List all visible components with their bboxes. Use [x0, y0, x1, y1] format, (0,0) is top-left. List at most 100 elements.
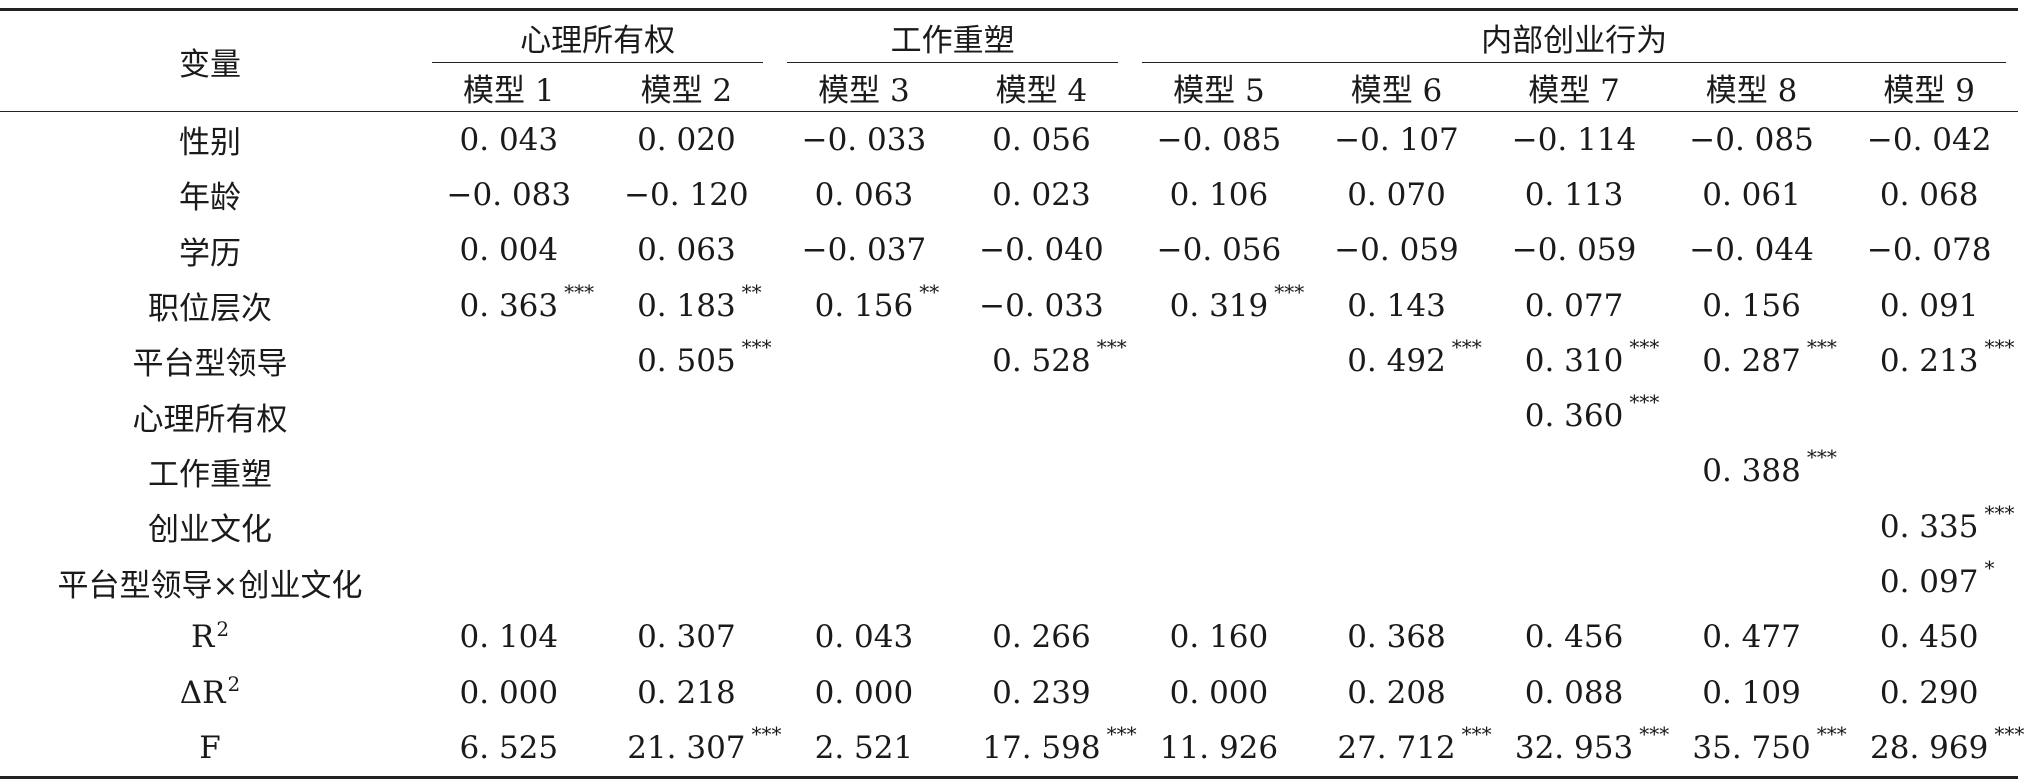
- table-cell: 0. 070: [1308, 167, 1486, 222]
- table-cell: −0. 042: [1840, 112, 2018, 168]
- model-header-7: 模型 7: [1528, 72, 1620, 109]
- coefficient-value: 21. 307 ***: [627, 722, 781, 766]
- coefficient-number: 0. 528: [992, 342, 1091, 379]
- model-header-8: 模型 8: [1705, 72, 1798, 109]
- table-cell: 2. 521: [775, 720, 953, 777]
- coefficient-value: 0. 287 ***: [1702, 335, 1837, 379]
- significance-stars: ***: [1806, 445, 1837, 470]
- row-label-text: 学历: [179, 235, 242, 272]
- table-cell: −0. 114: [1485, 112, 1663, 168]
- table-cell: 0. 104: [420, 610, 598, 665]
- coefficient-number: 21. 307: [627, 729, 746, 766]
- coefficient-value: 0. 310 ***: [1525, 335, 1660, 379]
- model-header-4: 模型 4: [995, 72, 1088, 109]
- table-cell: 0. 109: [1663, 665, 1841, 720]
- coefficient-number: −0. 085: [1689, 121, 1814, 158]
- coefficient-value: 0. 213 ***: [1880, 335, 2015, 379]
- table-cell: 0. 113: [1485, 167, 1663, 222]
- table-cell: [953, 554, 1131, 609]
- table-cell: [420, 444, 598, 499]
- table-cell: 0. 004: [420, 223, 598, 278]
- coefficient-value: 0. 000: [460, 675, 559, 711]
- row-label: 平台型领导: [0, 333, 420, 388]
- significance-stars: ***: [1639, 721, 1670, 746]
- table-cell: [420, 388, 598, 443]
- table-cell: [1485, 499, 1663, 554]
- coefficient-number: 0. 088: [1524, 674, 1624, 711]
- table-cell: −0. 059: [1308, 223, 1486, 278]
- table-body: 性别 0. 043 0. 020 −0. 033 0. 056 −0. 085 −0. 10…: [0, 112, 2024, 778]
- table-cell: [598, 554, 776, 609]
- table-cell: [1308, 444, 1486, 499]
- row-label-text: R: [191, 619, 215, 656]
- table-cell: 0. 043: [775, 610, 953, 665]
- table-cell: [1130, 554, 1308, 609]
- coefficient-value: −0. 114: [1512, 122, 1637, 158]
- table-cell: 0. 266: [953, 610, 1131, 665]
- table-cell: [1308, 388, 1486, 443]
- table-cell: [953, 444, 1131, 499]
- row-label-text: 工作重塑: [148, 456, 273, 493]
- table-cell: 0. 156: [1663, 278, 1841, 333]
- table-cell: 6. 525: [420, 720, 598, 777]
- coefficient-number: 0. 368: [1347, 619, 1446, 656]
- coefficient-number: 0. 077: [1524, 287, 1624, 324]
- row-label: F: [0, 720, 420, 777]
- significance-stars: ***: [1806, 334, 1837, 359]
- coefficient-number: −0. 083: [446, 176, 572, 213]
- coefficient-value: 0. 043: [460, 122, 559, 158]
- coefficient-value: 0. 023: [992, 177, 1091, 213]
- coefficient-value: 0. 113: [1525, 177, 1624, 213]
- coefficient-number: 0. 290: [1879, 674, 1979, 711]
- table-cell: 0. 287 ***: [1663, 333, 1841, 388]
- table-row: 平台型领导×创业文化 0. 097 *: [0, 554, 2018, 609]
- table-cell: [1130, 388, 1308, 443]
- coefficient-number: −0. 033: [979, 287, 1104, 324]
- coefficient-value: −0. 037: [802, 232, 927, 268]
- group-underline: [432, 62, 764, 63]
- table-cell: 0. 063: [775, 167, 953, 222]
- row-label-text: 年龄: [179, 180, 242, 217]
- coefficient-number: 0. 208: [1347, 674, 1446, 711]
- coefficient-value: 0. 360 ***: [1525, 390, 1660, 434]
- coefficient-number: 0. 043: [459, 121, 559, 158]
- significance-stars: **: [919, 279, 940, 304]
- table-cell: −0. 040: [953, 223, 1131, 278]
- table-cell: 0. 056: [953, 112, 1131, 168]
- table-cell: −0. 085: [1663, 112, 1841, 168]
- row-label: 心理所有权: [0, 388, 420, 443]
- table-cell: [1840, 388, 2018, 443]
- coefficient-value: 0. 492 ***: [1347, 335, 1482, 379]
- significance-stars: ***: [751, 721, 782, 746]
- table-cell: 0. 450: [1840, 610, 2018, 665]
- table-cell: 0. 143: [1308, 278, 1486, 333]
- coefficient-value: 0. 290: [1880, 675, 1979, 711]
- model-header-9: 模型 9: [1883, 72, 1975, 109]
- coefficient-number: 0. 061: [1702, 176, 1801, 213]
- row-label-text: 心理所有权: [132, 401, 288, 438]
- table-cell: 0. 183 **: [598, 278, 776, 333]
- table-cell: 0. 363 ***: [420, 278, 598, 333]
- table-cell: [598, 388, 776, 443]
- coefficient-number: 0. 070: [1347, 176, 1446, 213]
- coefficient-number: 0. 363: [459, 287, 559, 324]
- row-label-text: 创业文化: [148, 512, 273, 549]
- coefficient-value: 0. 056: [992, 122, 1091, 158]
- coefficient-number: 0. 319: [1169, 287, 1269, 324]
- table-cell: 32. 953 ***: [1485, 720, 1669, 777]
- table-cell: 0. 290: [1840, 665, 2018, 720]
- table-cell: 0. 208: [1308, 665, 1486, 720]
- coefficient-number: 0. 287: [1702, 342, 1801, 379]
- coefficient-number: −0. 056: [1156, 232, 1282, 269]
- coefficient-value: 0. 239: [992, 675, 1091, 711]
- coefficient-value: −0. 056: [1157, 232, 1282, 268]
- coefficient-value: −0. 040: [979, 232, 1104, 268]
- table-cell: [1130, 333, 1308, 388]
- coefficient-number: 17. 598: [982, 729, 1101, 766]
- table-cell: 0. 068: [1840, 167, 2018, 222]
- table-cell: 0. 239: [953, 665, 1131, 720]
- table-cell: [953, 388, 1131, 443]
- header-group-row: 变量 心理所有权 工作重塑 内部创业行为: [0, 9, 2018, 112]
- coefficient-value: −0. 078: [1867, 232, 1992, 268]
